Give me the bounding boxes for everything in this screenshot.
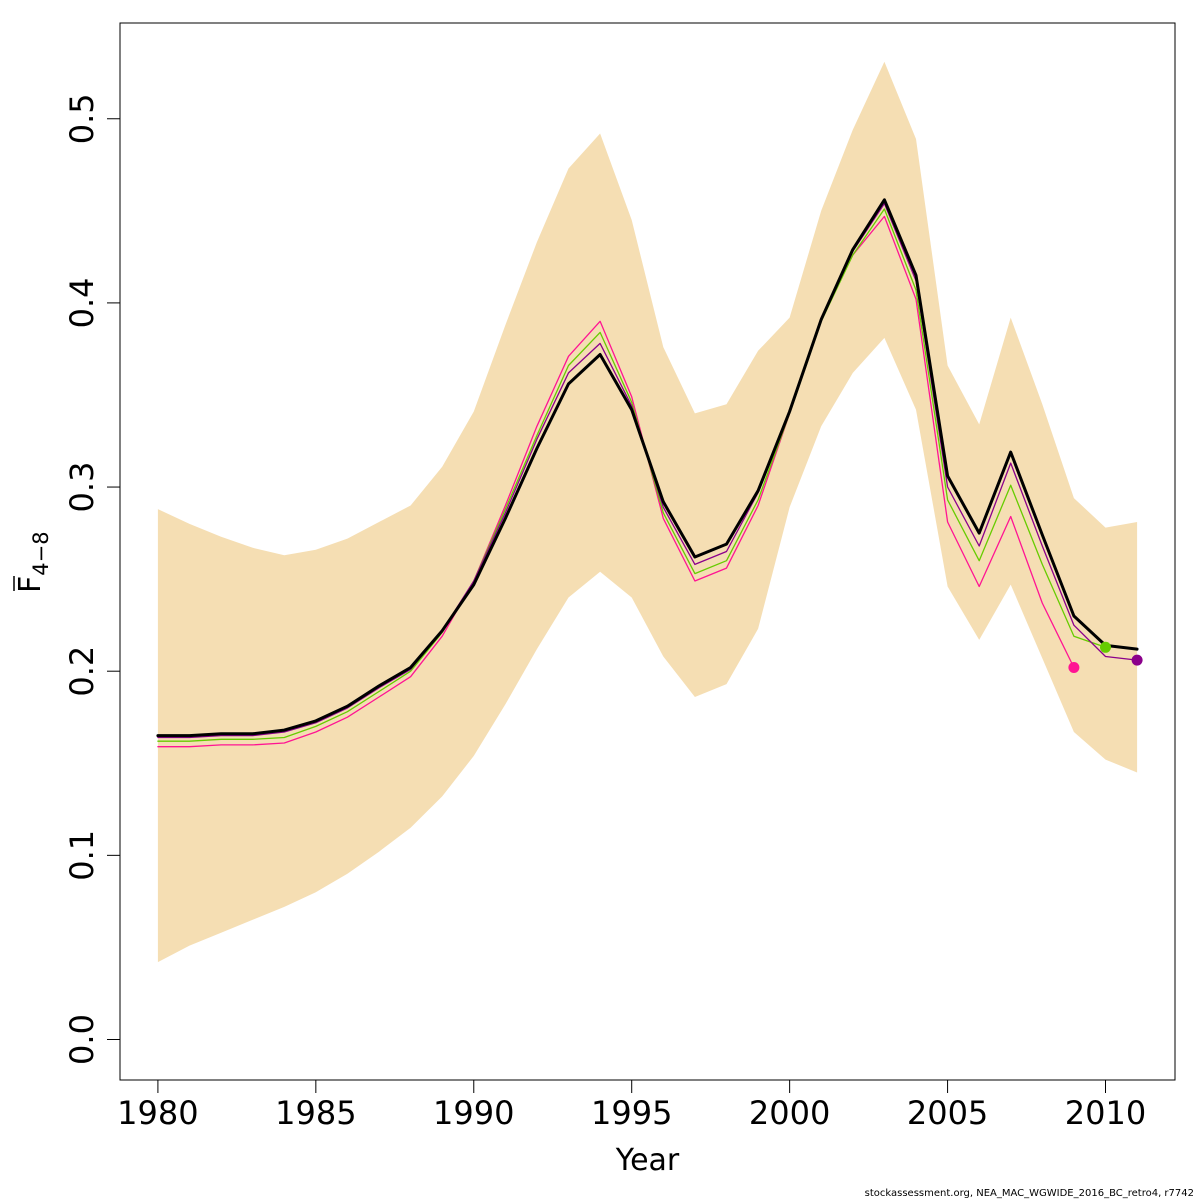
x-tick-label: 1990 [433,1094,514,1132]
footer-source-text: stockassessment.org, NEA_MAC_WGWIDE_2016… [865,1188,1194,1199]
y-tick-label: 0.5 [63,93,101,144]
series-end-marker-0 [1068,662,1080,673]
x-tick-label: 1980 [117,1094,198,1132]
y-tick-label: 0.4 [63,277,101,328]
x-tick-label: 2000 [749,1094,830,1132]
x-tick-label: 1985 [275,1094,356,1132]
series-end-markers-layer [1068,641,1143,673]
x-axis: 1980 1985 1990 1995 2000 2005 2010 [117,1079,1146,1132]
y-tick-label: 0.3 [63,462,101,513]
svg-text:F4−8: F4−8 [13,531,53,593]
series-end-marker-2 [1131,654,1143,666]
y-axis-title-subscript: 4−8 [29,531,53,575]
y-axis: 0.0 0.1 0.2 0.3 0.4 0.5 [63,93,121,1065]
x-axis-title: Year [615,1143,680,1178]
y-tick-label: 0.1 [63,830,101,881]
series-end-marker-1 [1100,641,1111,653]
y-axis-title: F4−8 [13,531,53,593]
series-lines-layer [156,198,1139,748]
x-tick-label: 1995 [591,1094,672,1132]
series-line-0 [157,215,1075,748]
x-tick-label: 2005 [907,1094,988,1132]
series-line-3 [156,198,1139,738]
confidence-band [157,61,1138,963]
y-tick-label: 0.0 [63,1014,101,1065]
confidence-band-layer [157,61,1138,963]
y-axis-title-main: F [13,576,48,593]
series-line-1 [157,208,1107,742]
y-tick-label: 0.2 [63,646,101,697]
x-tick-label: 2010 [1065,1094,1146,1132]
